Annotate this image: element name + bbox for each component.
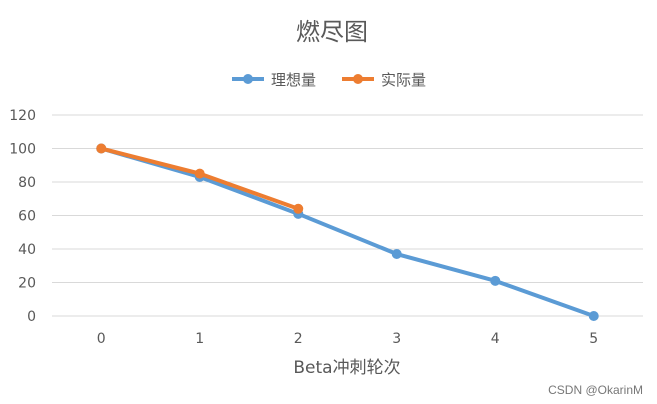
legend-item-ideal: 理想量 [232,71,316,89]
y-axis-ticks: 0 20 40 60 80 100 120 [9,108,36,325]
legend-label-ideal: 理想量 [271,71,316,89]
x-tick-label: 2 [294,331,303,347]
legend-item-actual: 实际量 [342,71,426,89]
legend: 理想量 实际量 [232,71,426,89]
watermark-text: CSDN @OkarinM [548,383,643,397]
legend-marker-actual [353,74,363,84]
x-tick-label: 3 [392,331,401,347]
y-tick-label: 0 [27,309,36,325]
data-point-actual [194,168,205,179]
data-point-ideal [588,311,599,321]
chart-title: 燃尽图 [296,18,368,46]
y-tick-label: 40 [18,242,36,258]
data-point-actual [96,143,107,154]
y-tick-label: 80 [18,175,36,191]
x-tick-label: 1 [195,331,204,347]
x-axis-ticks: 0 1 2 3 4 5 [97,331,598,347]
y-tick-label: 100 [9,142,36,158]
x-tick-label: 0 [97,331,106,347]
data-point-actual [293,203,304,214]
series-line-ideal [99,146,596,318]
x-tick-label: 5 [589,331,598,347]
y-tick-label: 120 [9,108,36,124]
series-actual [96,143,304,214]
x-axis-label: Beta冲刺轮次 [293,358,400,378]
data-point-ideal [391,249,402,260]
series-layer [96,143,599,321]
y-tick-label: 20 [18,276,36,292]
series-ideal [96,143,599,321]
x-tick-label: 4 [491,331,500,347]
y-tick-label: 60 [18,209,36,225]
gridlines [52,114,643,283]
data-point-ideal [490,275,501,286]
legend-label-actual: 实际量 [381,71,426,89]
legend-marker-ideal [243,74,253,84]
